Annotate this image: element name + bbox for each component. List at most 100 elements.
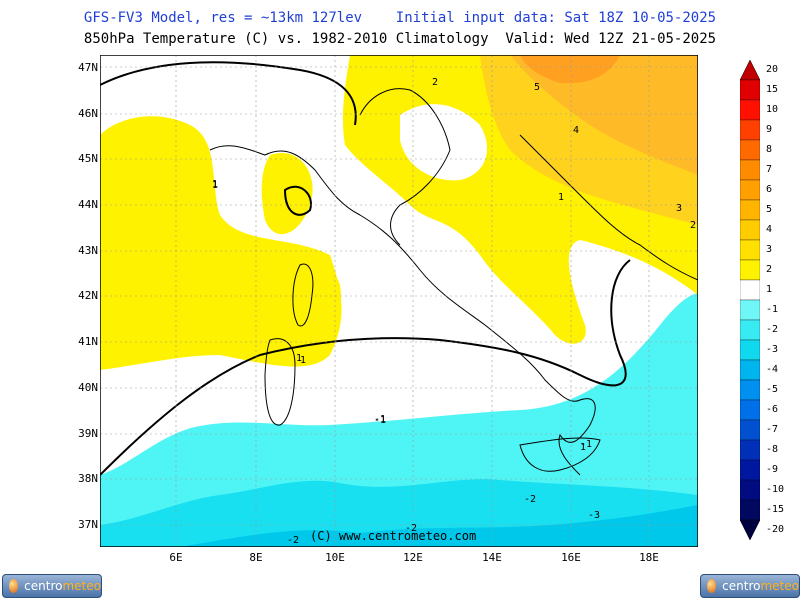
colorbar-swatch — [740, 199, 760, 221]
contour-label: 1 — [212, 179, 218, 190]
colorbar-top-arrow — [740, 60, 760, 81]
contour-label: 1 — [296, 353, 302, 364]
colorbar-swatch — [740, 219, 760, 241]
colorbar-swatch — [740, 279, 760, 301]
contour-label: 3 — [676, 203, 682, 214]
colorbar-label: -5 — [766, 384, 779, 395]
colorbar-swatch — [740, 499, 760, 521]
colorbar-label: -3 — [766, 344, 779, 355]
colorbar-bottom-arrow — [740, 519, 760, 540]
colorbar-label: 5 — [766, 204, 773, 215]
contour-label: 2 — [432, 77, 438, 88]
lon-label: 6E — [169, 551, 183, 564]
globe-icon — [9, 579, 19, 593]
contour-label: 1 — [300, 355, 306, 366]
contour-label: -2 — [287, 535, 299, 546]
contour-label: -1 — [580, 439, 592, 450]
lat-label: 43N — [78, 244, 98, 257]
colorbar-label: -9 — [766, 464, 779, 475]
contour-label: 1 — [580, 442, 586, 453]
colorbar-label: -1 — [766, 304, 779, 315]
colorbar-label: 7 — [766, 164, 773, 175]
positive-west-core — [261, 153, 313, 235]
lat-label: 39N — [78, 427, 98, 440]
colorbar-swatch — [740, 179, 760, 201]
contour-label: -3 — [588, 510, 600, 521]
contour-label: 2 — [690, 220, 696, 231]
colorbar-label: 20 — [766, 64, 779, 75]
colorbar-swatch — [740, 359, 760, 381]
colorbar-label: 2 — [766, 264, 773, 275]
neutral-alps-area — [400, 104, 488, 181]
colorbar-label: 8 — [766, 144, 773, 155]
colorbar-swatch — [740, 339, 760, 361]
colorbar-label: 4 — [766, 224, 773, 235]
contour-label: -2 — [524, 494, 536, 505]
lon-label: 16E — [561, 551, 581, 564]
copyright-text: (C) www.centrometeo.com — [310, 529, 477, 543]
colorbar-label: 6 — [766, 184, 773, 195]
colorbar-swatch — [740, 299, 760, 321]
coastlines — [209, 88, 698, 476]
temperature-colorbar — [740, 60, 760, 540]
colorbar-swatch — [740, 459, 760, 481]
contour-label: 1 — [212, 180, 218, 191]
colorbar-label: 10 — [766, 104, 779, 115]
lat-label: 38N — [78, 472, 98, 485]
graticule — [100, 55, 698, 547]
colorbar-swatch — [740, 399, 760, 421]
centrometeo-logo-left[interactable]: centro meteo — [2, 574, 102, 598]
lat-label: 44N — [78, 198, 98, 211]
colorbar-label: -10 — [766, 484, 785, 495]
centrometeo-logo-right[interactable]: centro meteo — [700, 574, 800, 598]
colorbar-label: 1 — [766, 284, 773, 295]
colorbar-swatch — [740, 479, 760, 501]
colorbar-label: -8 — [766, 444, 779, 455]
colorbar-swatch — [740, 119, 760, 141]
field-title: 850hPa Temperature (C) vs. 1982-2010 Cli… — [83, 31, 717, 47]
lon-label: 8E — [249, 551, 263, 564]
colorbar-swatch — [740, 159, 760, 181]
contour-labels: 1 2 5 4 3 1 2 1 1 1 1 -1 -1 -1 -2 -2 -2 … — [212, 77, 696, 546]
colorbar-swatch — [740, 99, 760, 121]
colorbar-label: -6 — [766, 404, 779, 415]
lat-label: 40N — [78, 381, 98, 394]
negative-3-area — [180, 505, 698, 547]
contour-label: 1 — [558, 192, 564, 203]
lon-label: 12E — [403, 551, 423, 564]
colorbar-label: -4 — [766, 364, 779, 375]
model-title: GFS-FV3 Model, res = ~13km 127lev Initia… — [83, 10, 717, 26]
colorbar-swatch — [740, 79, 760, 101]
lat-label: 42N — [78, 289, 98, 302]
colorbar-label: 3 — [766, 244, 773, 255]
colorbar-swatch — [740, 239, 760, 261]
contour-label: -1 — [374, 415, 386, 426]
colorbar-label: -15 — [766, 504, 785, 515]
colorbar-label: 15 — [766, 84, 779, 95]
colorbar-swatch — [740, 379, 760, 401]
positive-4-area — [520, 55, 620, 84]
contour-label: 5 — [534, 82, 540, 93]
contour-label: -2 — [405, 523, 417, 534]
lon-label: 18E — [639, 551, 659, 564]
lat-label: 41N — [78, 335, 98, 348]
colorbar-swatch — [740, 259, 760, 281]
positive-3-area — [510, 55, 698, 175]
contour-label: 4 — [573, 125, 579, 136]
colorbar-swatch — [740, 419, 760, 441]
contour-label: -1 — [374, 414, 386, 425]
lat-label: 37N — [78, 518, 98, 531]
colorbar-label: 9 — [766, 124, 773, 135]
globe-icon — [707, 579, 717, 593]
lat-label: 46N — [78, 107, 98, 120]
lat-label: 47N — [78, 61, 98, 74]
colorbar-swatch — [740, 439, 760, 461]
colorbar-label: -7 — [766, 424, 779, 435]
lon-label: 10E — [325, 551, 345, 564]
lat-label: 45N — [78, 152, 98, 165]
positive-corsica-area — [263, 251, 341, 355]
lon-label: 14E — [482, 551, 502, 564]
colorbar-swatch — [740, 139, 760, 161]
colorbar-label: -2 — [766, 324, 779, 335]
colorbar-swatch — [740, 319, 760, 341]
